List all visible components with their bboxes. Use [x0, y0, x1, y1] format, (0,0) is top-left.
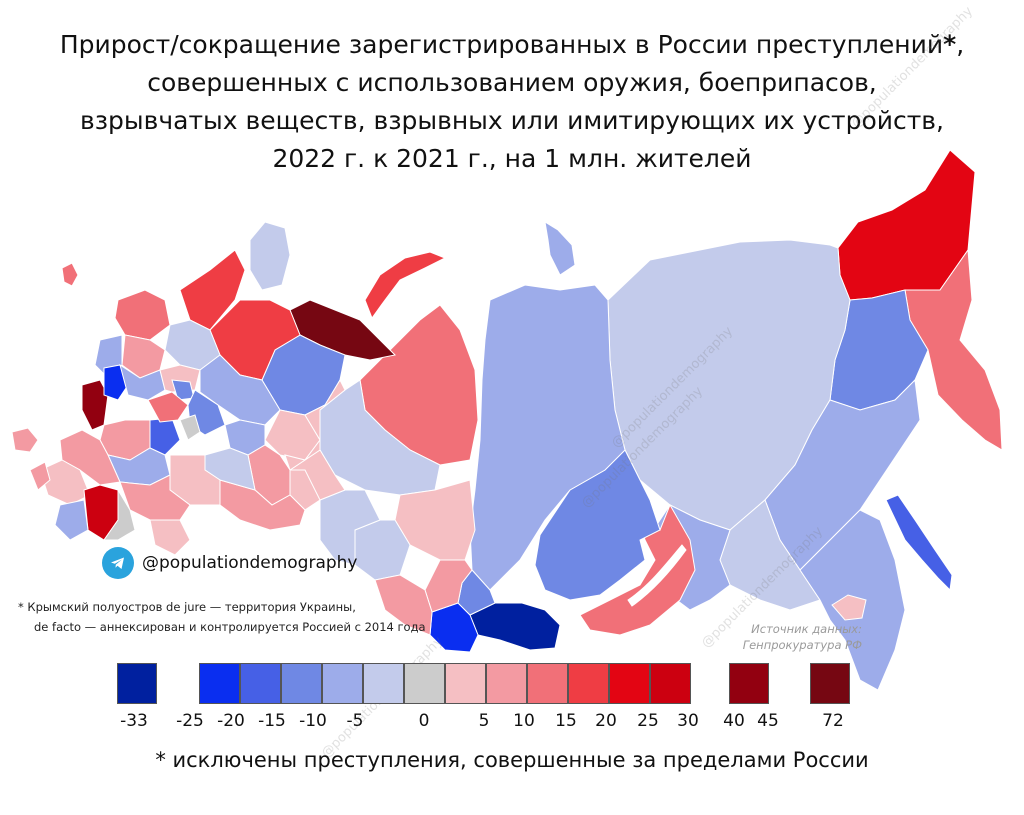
legend-label: 30	[677, 711, 699, 731]
legend-label: 5	[478, 711, 490, 731]
legend-label: -15	[258, 711, 286, 731]
telegram-credit: @populationdemography	[102, 547, 358, 579]
crimea-note-line-1: * Крымский полуостров de jure — территор…	[18, 600, 356, 614]
region-altai-krai	[374, 574, 433, 636]
region-belgorod	[29, 461, 51, 491]
region-sakhalin	[885, 494, 953, 592]
legend-label: -33	[120, 711, 148, 731]
region-volgograd	[119, 474, 191, 521]
legend-swatch	[199, 663, 240, 704]
region-kaliningrad	[61, 262, 79, 287]
crimea-note: * Крымский полуостров de jure — территор…	[18, 597, 426, 637]
telegram-icon	[102, 547, 134, 579]
title-line-1: Прирост/сокращение зарегистрированных в …	[59, 30, 965, 59]
legend-label: -20	[217, 711, 245, 731]
legend-swatch	[240, 663, 281, 704]
legend-label: -5	[346, 711, 364, 731]
legend-swatch	[486, 663, 527, 704]
legend-swatch	[363, 663, 404, 704]
legend-label: 0	[418, 711, 430, 731]
region-jewish	[831, 594, 867, 621]
map-title: Прирост/сокращение зарегистрированных в …	[0, 26, 1024, 178]
region-ryazan	[147, 391, 189, 423]
region-tuva	[469, 602, 561, 651]
legend-swatch	[445, 663, 486, 704]
legend-swatch	[322, 663, 363, 704]
legend-swatch	[404, 663, 445, 704]
legend-label: 15	[555, 711, 577, 731]
legend-swatch	[568, 663, 609, 704]
region-sverdlovsk	[284, 378, 346, 471]
title-line-3: взрывчатых веществ, взрывных или имитиру…	[79, 106, 944, 135]
legend-label: 20	[595, 711, 617, 731]
lake-baikal	[627, 544, 687, 607]
legend-swatch	[527, 663, 568, 704]
footnote: * исключены преступления, совершенные за…	[155, 748, 869, 772]
region-tula	[179, 414, 201, 441]
region-omsk	[319, 489, 381, 566]
region-novaya-zemlya	[364, 251, 447, 320]
region-crimea	[11, 427, 39, 453]
region-orenburg	[219, 479, 306, 531]
source-line-1: Источник данных:	[751, 622, 862, 636]
legend-label: -25	[176, 711, 204, 731]
telegram-handle: @populationdemography	[142, 553, 358, 573]
legend-swatch	[810, 663, 850, 704]
region-kamchatka	[904, 248, 1003, 451]
source-line-2: Генпрокуратура РФ	[742, 638, 862, 652]
legend-label: 10	[513, 711, 535, 731]
legend-label: 72	[822, 711, 844, 731]
region-novosibirsk	[354, 519, 411, 581]
region-murmansk	[249, 221, 291, 291]
legend-swatch	[729, 663, 769, 704]
legend-label: 45	[757, 711, 779, 731]
title-line-4: 2022 г. к 2021 г., на 1 млн. жителей	[272, 144, 752, 173]
legend-swatch	[609, 663, 650, 704]
region-dagestan	[54, 499, 89, 541]
legend-label: 40	[723, 711, 745, 731]
region-leningrad	[114, 289, 171, 341]
crimea-note-line-2: de facto — аннексирован и контролируется…	[34, 620, 426, 634]
legend-swatch	[650, 663, 691, 704]
region-chelyabinsk	[289, 469, 321, 511]
region-taimyr-islands	[544, 220, 576, 276]
legend-label: -10	[299, 711, 327, 731]
region-astrakhan	[149, 519, 191, 556]
legend-swatch	[117, 663, 157, 704]
title-line-2: совершенных с использованием оружия, бое…	[147, 68, 877, 97]
legend-swatch	[281, 663, 322, 704]
region-kalmykia	[103, 488, 136, 541]
data-source: Источник данных: Генпрокуратура РФ	[730, 621, 862, 653]
region-krasnoyarsk	[469, 284, 626, 591]
region-penza	[149, 417, 181, 456]
legend-label: 25	[637, 711, 659, 731]
region-buryatia	[579, 503, 696, 636]
